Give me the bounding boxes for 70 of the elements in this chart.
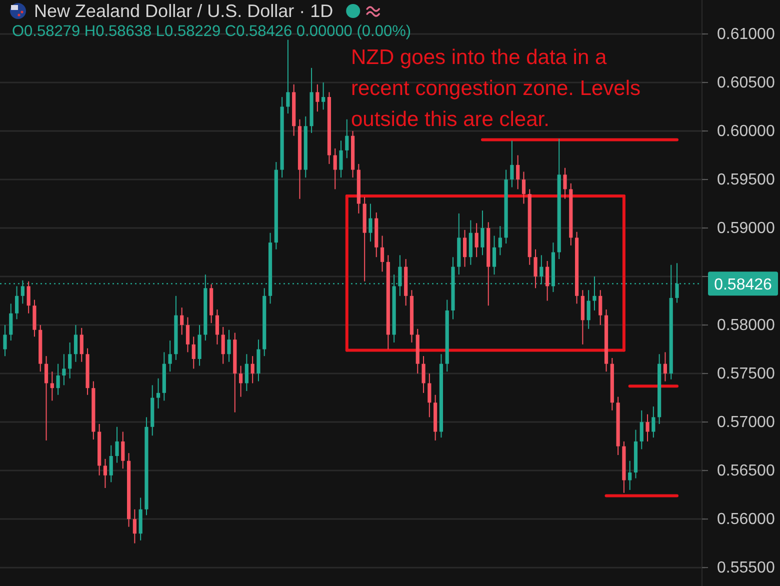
candlestick — [640, 410, 644, 450]
candlestick — [74, 324, 78, 362]
candlestick — [115, 426, 119, 464]
candlestick — [3, 324, 7, 357]
ref-line-label: 0.58426 — [714, 276, 772, 294]
annotation: O0.58279 H0.58638 L0.58229 C0.58426 0.00000 (0.00%) — [12, 23, 412, 40]
y-tick-label: 0.59000 — [717, 220, 775, 238]
y-tick-label: 0.57000 — [717, 414, 775, 432]
candlestick — [103, 458, 108, 489]
candlestick — [646, 414, 650, 442]
y-tick-label: 0.61000 — [717, 26, 775, 44]
y-tick-label: 0.55500 — [717, 560, 775, 577]
candlestick — [422, 356, 426, 394]
candlestick — [9, 303, 13, 342]
candlestick — [586, 290, 590, 330]
candlestick — [510, 140, 514, 188]
candlestick — [428, 373, 432, 418]
candlestick — [380, 235, 384, 272]
candlestick — [286, 39, 290, 114]
candlestick — [132, 508, 136, 544]
y-tick-label: 0.57500 — [717, 366, 775, 383]
candlestick — [322, 82, 326, 110]
candlestick — [238, 365, 243, 398]
candlestick — [62, 354, 66, 386]
chart-title: New Zealand Dollar / U.S. Dollar · 1D — [34, 1, 334, 21]
candlestick — [244, 354, 248, 392]
candlestick — [546, 260, 550, 302]
candlestick — [250, 356, 254, 384]
y-tick-label: 0.59500 — [717, 172, 775, 189]
candlestick — [221, 326, 225, 364]
candlestick — [50, 371, 54, 402]
candlestick — [339, 140, 343, 178]
candlestick — [180, 307, 184, 336]
candlestick — [522, 171, 526, 204]
candlestick — [652, 406, 656, 438]
candlestick — [316, 84, 320, 112]
candlestick — [26, 280, 30, 314]
candlestick — [663, 352, 668, 382]
candlestick — [516, 154, 520, 190]
candlestick — [563, 167, 567, 200]
candlestick — [14, 286, 19, 320]
candlestick — [480, 210, 484, 256]
candlestick — [534, 248, 538, 289]
candlestick — [168, 340, 172, 372]
candlestick — [462, 229, 467, 268]
y-tick-label: 0.56500 — [717, 462, 775, 480]
y-tick-label: 0.56000 — [717, 511, 775, 528]
candlestick — [186, 316, 190, 353]
candlestick — [215, 308, 220, 345]
candlestick — [368, 203, 372, 242]
candlestick — [227, 329, 231, 362]
candlestick — [44, 356, 48, 441]
candlestick — [492, 235, 496, 276]
y-tick-label: 0.60000 — [717, 123, 775, 140]
candlestick — [109, 444, 113, 483]
candlestick — [333, 148, 337, 190]
y-tick-label: 0.58000 — [717, 317, 775, 334]
annotation: NZD goes into the data in a recent congestion zone. Levels outside this are clear. — [351, 46, 641, 131]
candlestick — [628, 460, 632, 490]
candlestick — [68, 342, 72, 379]
candlestick — [598, 290, 602, 326]
candlestick — [192, 336, 196, 370]
candlestick — [121, 431, 125, 470]
candlestick — [56, 363, 60, 396]
candlestick — [80, 327, 84, 362]
candlestick — [474, 222, 478, 258]
candlestick — [156, 378, 160, 409]
y-tick-label: 0.60500 — [717, 74, 775, 92]
candlestick — [345, 118, 349, 159]
candlestick — [498, 226, 502, 256]
